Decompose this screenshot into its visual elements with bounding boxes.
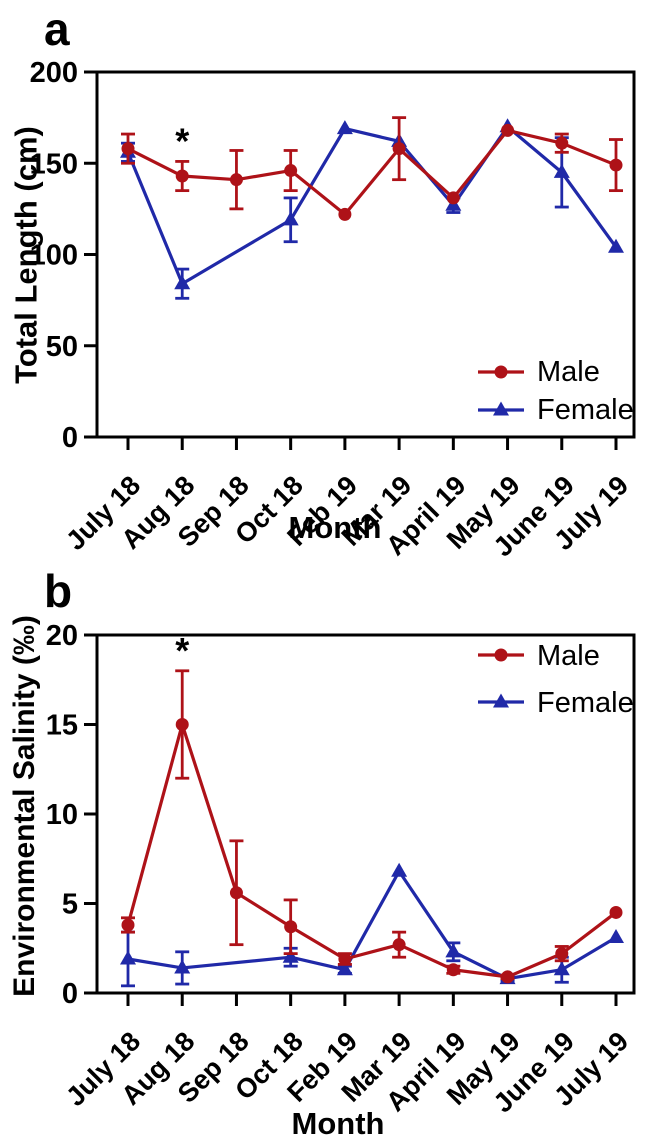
male-series-circle-marker: [121, 142, 135, 156]
female-series-triangle-marker: [608, 238, 624, 253]
y-tick-label: 0: [62, 978, 78, 1010]
legend-male-circle-marker: [494, 648, 508, 662]
y-tick-label: 150: [30, 148, 78, 180]
male-series-circle-marker: [284, 164, 298, 178]
female-series-triangle-marker: [282, 948, 299, 963]
female-series-triangle-marker: [120, 950, 136, 965]
female-series-triangle-marker: [174, 275, 191, 290]
panel-b-label: b: [44, 565, 73, 617]
panel-a-label: a: [44, 3, 70, 55]
male-series-circle-marker: [392, 142, 406, 156]
male-series-circle-marker: [555, 136, 569, 150]
male-series-circle-marker: [175, 718, 189, 731]
female-series-triangle-marker: [174, 959, 191, 974]
female-series-triangle-marker: [336, 961, 353, 976]
male-series-circle-marker: [609, 158, 623, 172]
significance-star: *: [175, 630, 189, 671]
female-series-triangle-marker: [336, 120, 353, 135]
male-series-circle-marker: [229, 886, 243, 900]
male-series-circle-marker: [446, 191, 460, 205]
male-series-circle-marker: [338, 952, 352, 966]
male-series-line: [126, 722, 617, 979]
panel-b-legend-label-female: Female: [537, 687, 634, 719]
female-series-triangle-marker: [391, 862, 408, 877]
significance-star: *: [175, 120, 189, 161]
male-series-circle-marker: [555, 947, 569, 961]
male-series-circle-marker: [501, 970, 515, 984]
female-series-triangle-marker: [608, 929, 624, 944]
male-series-circle-marker: [392, 938, 406, 952]
male-series-circle-marker: [446, 963, 460, 977]
legend-male-circle-marker: [494, 365, 508, 379]
male-series-circle-marker: [121, 918, 135, 932]
male-series-circle-marker: [338, 207, 352, 221]
panel-b-legend-label-male: Male: [537, 640, 600, 672]
male-series-circle-marker: [501, 123, 515, 137]
male-series-circle-marker: [229, 173, 243, 187]
y-tick-label: 50: [46, 331, 78, 363]
panel-a-legend-label-male: Male: [537, 356, 600, 388]
male-series-circle-marker: [175, 169, 189, 183]
female-series-triangle-marker: [553, 163, 570, 178]
panel-b-x-axis-title: Month: [291, 1106, 385, 1141]
male-series-circle-marker: [284, 920, 298, 934]
legend-female-triangle-marker: [493, 401, 509, 416]
y-tick-label: 10: [46, 799, 78, 831]
female-series-line: [126, 125, 618, 286]
female-series-triangle-marker: [445, 943, 462, 958]
male-series-line: [127, 128, 617, 216]
y-tick-label: 0: [62, 422, 78, 454]
y-tick-label: 200: [30, 57, 78, 89]
female-series-triangle-marker: [553, 961, 570, 976]
panel-a-legend-label-female: Female: [537, 394, 634, 426]
y-tick-label: 100: [30, 240, 78, 272]
y-tick-label: 5: [62, 889, 78, 921]
legend-female-triangle-marker: [493, 693, 509, 708]
female-series-triangle-marker: [282, 211, 299, 226]
panel-a-x-axis-title: Month: [288, 510, 382, 545]
y-tick-label: 15: [46, 710, 78, 742]
y-tick-label: 20: [46, 620, 78, 652]
male-series-circle-marker: [609, 905, 623, 919]
